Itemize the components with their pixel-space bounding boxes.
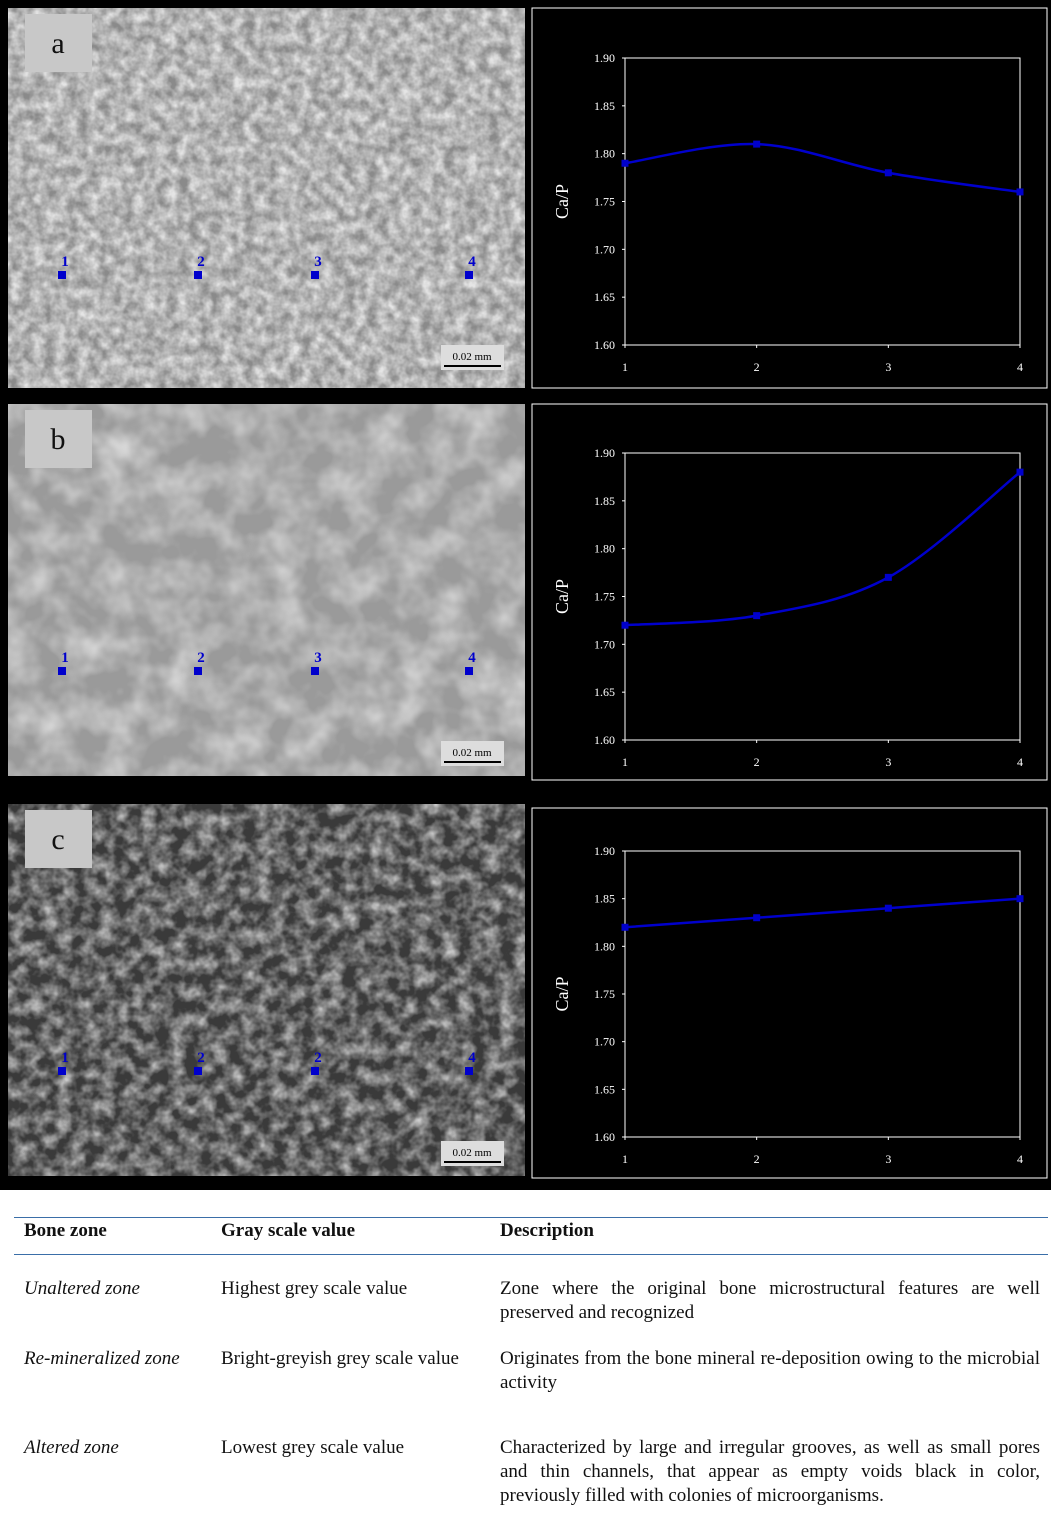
y-tick-label: 1.85: [594, 99, 615, 113]
point-label: 1: [61, 1050, 69, 1066]
point-label: 2: [197, 1050, 205, 1066]
y-tick-label: 1.70: [594, 242, 615, 256]
panel-label: b: [51, 423, 66, 456]
y-tick-label: 1.90: [594, 51, 615, 65]
y-tick-label: 1.85: [594, 494, 615, 508]
zone-name: Unaltered zone: [24, 1277, 204, 1301]
y-tick-label: 1.90: [594, 446, 615, 460]
scale-bar-label: 0.02 mm: [452, 1147, 492, 1159]
point-marker: [311, 271, 319, 279]
y-tick-label: 1.75: [594, 195, 615, 209]
point-label: 4: [468, 650, 476, 666]
data-point: [885, 169, 892, 176]
x-tick-label: 4: [1017, 360, 1023, 374]
figure: a 1 2 3 4 0.02 mm b 1 2 3 4 0.02 mm c 1 2 2 4 0.02 mm 1.60…: [0, 0, 1051, 1190]
gray-value: Lowest grey scale value: [221, 1436, 483, 1460]
y-tick-label: 1.80: [594, 542, 615, 556]
y-tick-label: 1.60: [594, 1130, 615, 1144]
x-tick-label: 1: [622, 1152, 628, 1166]
y-tick-label: 1.90: [594, 844, 615, 858]
zone-name: Re-mineralized zone: [24, 1347, 204, 1371]
y-axis-label: Ca/P: [552, 579, 572, 614]
scale-bar-label: 0.02 mm: [452, 747, 492, 759]
point-label: 3: [314, 254, 322, 270]
y-tick-label: 1.65: [594, 1082, 615, 1096]
y-tick-label: 1.65: [594, 290, 615, 304]
point-label: 1: [61, 650, 69, 666]
data-point: [1017, 895, 1024, 902]
x-tick-label: 4: [1017, 1152, 1023, 1166]
x-tick-label: 4: [1017, 755, 1023, 769]
data-point: [753, 914, 760, 921]
y-tick-label: 1.85: [594, 892, 615, 906]
rule: [14, 1217, 1048, 1218]
description: Characterized by large and irregular gro…: [500, 1436, 1040, 1508]
point-marker: [311, 1067, 319, 1075]
x-tick-label: 1: [622, 755, 628, 769]
point-label: 2: [197, 254, 205, 270]
data-point: [622, 160, 629, 167]
gray-value: Bright-greyish grey scale value: [221, 1347, 483, 1371]
data-point: [1017, 188, 1024, 195]
point-marker: [194, 271, 202, 279]
y-tick-label: 1.80: [594, 939, 615, 953]
x-tick-label: 3: [885, 755, 891, 769]
data-point: [885, 905, 892, 912]
point-marker: [465, 271, 473, 279]
y-axis-label: Ca/P: [552, 184, 572, 219]
y-tick-label: 1.65: [594, 685, 615, 699]
header-cell: Gray scale value: [221, 1219, 483, 1243]
data-point: [1017, 469, 1024, 476]
point-label: 1: [61, 254, 69, 270]
x-tick-label: 2: [754, 1152, 760, 1166]
gray-value: Highest grey scale value: [221, 1277, 483, 1301]
data-point: [885, 574, 892, 581]
point-label: 4: [468, 254, 476, 270]
y-tick-label: 1.70: [594, 637, 615, 651]
y-axis-label: Ca/P: [552, 976, 572, 1011]
y-tick-label: 1.80: [594, 147, 615, 161]
point-marker: [58, 1067, 66, 1075]
table: Bone zone Gray scale value Description Unal…: [0, 1190, 1051, 1525]
x-tick-label: 1: [622, 360, 628, 374]
panel-label: a: [51, 27, 64, 60]
point-label: 2: [314, 1050, 322, 1066]
y-tick-label: 1.60: [594, 733, 615, 747]
point-label: 3: [314, 650, 322, 666]
x-tick-label: 3: [885, 360, 891, 374]
rule: [14, 1254, 1048, 1255]
y-tick-label: 1.75: [594, 987, 615, 1001]
x-tick-label: 2: [754, 360, 760, 374]
point-marker: [465, 1067, 473, 1075]
description: Zone where the original bone microstruct…: [500, 1277, 1040, 1325]
panel-label: c: [51, 823, 64, 856]
x-tick-label: 3: [885, 1152, 891, 1166]
header-cell: Bone zone: [24, 1219, 204, 1243]
x-tick-label: 2: [754, 755, 760, 769]
point-marker: [58, 271, 66, 279]
point-label: 2: [197, 650, 205, 666]
point-marker: [194, 1067, 202, 1075]
point-marker: [194, 667, 202, 675]
data-point: [622, 924, 629, 931]
description: Originates from the bone mineral re-depo…: [500, 1347, 1040, 1395]
header-cell: Description: [500, 1219, 1040, 1243]
point-marker: [465, 667, 473, 675]
data-point: [753, 612, 760, 619]
y-tick-label: 1.70: [594, 1035, 615, 1049]
point-marker: [58, 667, 66, 675]
data-point: [753, 141, 760, 148]
page: a 1 2 3 4 0.02 mm b 1 2 3 4 0.02 mm c 1 2 2 4 0.02 mm 1.60…: [0, 0, 1051, 1525]
data-point: [622, 622, 629, 629]
y-tick-label: 1.75: [594, 590, 615, 604]
y-tick-label: 1.60: [594, 338, 615, 352]
scale-bar-label: 0.02 mm: [452, 351, 492, 363]
point-label: 4: [468, 1050, 476, 1066]
point-marker: [311, 667, 319, 675]
zone-name: Altered zone: [24, 1436, 204, 1460]
